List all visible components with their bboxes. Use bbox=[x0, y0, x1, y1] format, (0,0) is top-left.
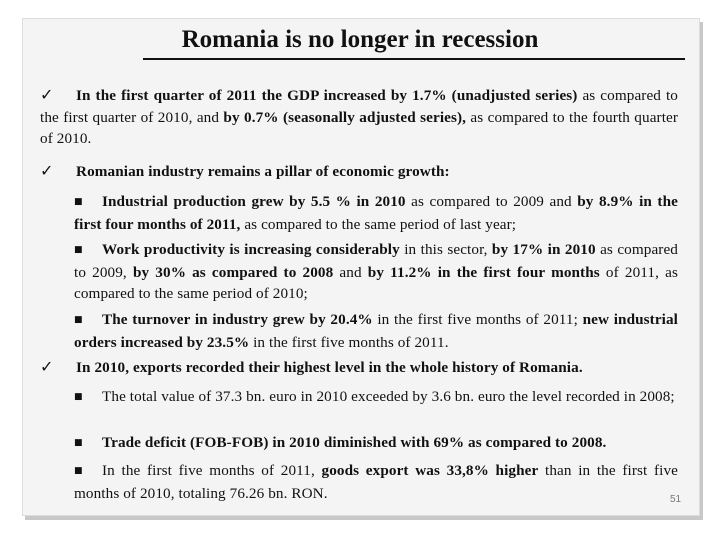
slide-title: Romania is no longer in recession bbox=[181, 26, 539, 53]
square-bullet-icon: ■ bbox=[74, 197, 83, 207]
square-bullet-icon: ■ bbox=[74, 438, 83, 448]
sub-bullet-goods-export: ■ In the first five months of 2011, goods… bbox=[74, 462, 678, 502]
slide-frame bbox=[22, 18, 700, 516]
square-bullet-icon: ■ bbox=[74, 315, 83, 325]
checkmark-icon: ✓ bbox=[40, 357, 54, 376]
title-underline bbox=[143, 58, 685, 60]
bullet-gdp: ✓ In the first quarter of 2011 the GDP in… bbox=[40, 85, 679, 147]
page-number: 51 bbox=[670, 494, 682, 505]
square-bullet-icon: ■ bbox=[74, 392, 83, 402]
sub-bullet-export-value: ■ The total value of 37.3 bn. euro in 201… bbox=[74, 386, 678, 409]
square-bullet-icon: ■ bbox=[74, 466, 83, 476]
square-bullet-icon: ■ bbox=[74, 245, 83, 255]
bullet-industry: ✓ Romanian industry remains a pillar of e… bbox=[40, 161, 450, 180]
sub-bullet-industrial-production: ■ Industrial production grew by 5.5 % in … bbox=[74, 193, 678, 233]
checkmark-icon: ✓ bbox=[40, 161, 54, 180]
bullet-exports: ✓ In 2010, exports recorded their highest… bbox=[40, 357, 583, 376]
sub-bullet-work-productivity: ■ Work productivity is increasing conside… bbox=[74, 241, 678, 302]
checkmark-icon: ✓ bbox=[40, 85, 54, 104]
sub-bullet-trade-deficit: ■ Trade deficit (FOB-FOB) in 2010 diminis… bbox=[74, 432, 678, 455]
sub-bullet-turnover: ■ The turnover in industry grew by 20.4% … bbox=[74, 311, 678, 351]
